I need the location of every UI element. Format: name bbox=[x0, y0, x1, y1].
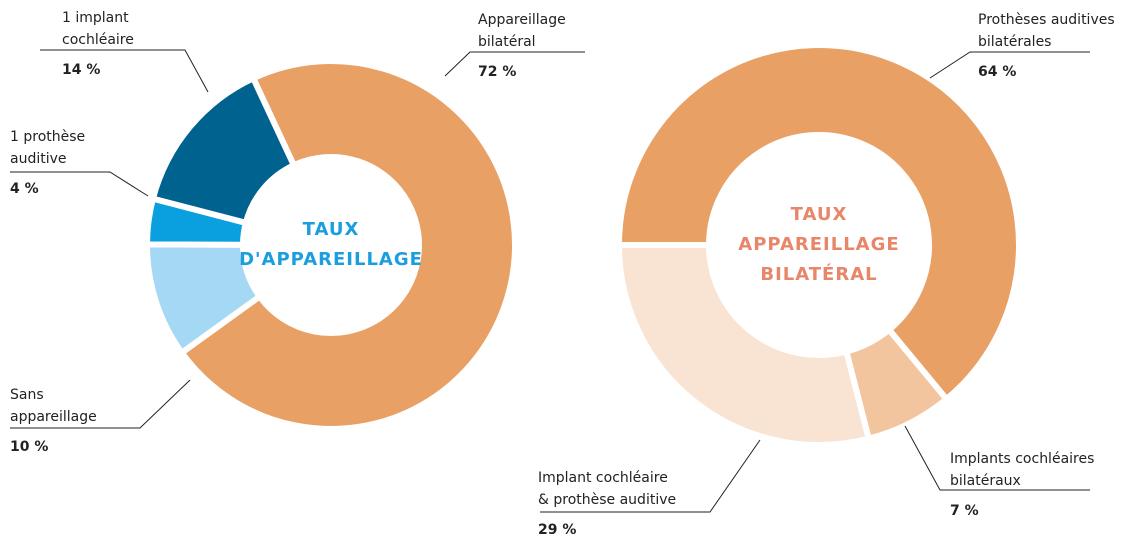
leader-line bbox=[904, 425, 1090, 491]
center-label: TAUX bbox=[303, 219, 360, 240]
segment-label: & prothèse auditive bbox=[538, 492, 676, 508]
segment-label: 1 implant bbox=[62, 10, 129, 26]
segment-label: Implants cochléaires bbox=[950, 451, 1094, 467]
leader-line bbox=[444, 51, 585, 77]
center-label: BILATÉRAL bbox=[760, 263, 877, 285]
leader-line bbox=[10, 379, 191, 429]
center-label: D'APPAREILLAGE bbox=[239, 249, 423, 270]
segment-label: bilatéraux bbox=[950, 473, 1021, 489]
segment-label: Sans bbox=[10, 387, 44, 403]
donut-slice bbox=[177, 58, 518, 432]
center-label: APPAREILLAGE bbox=[738, 234, 899, 255]
value-label: 10 % bbox=[10, 439, 48, 455]
donut-slice bbox=[149, 74, 298, 227]
value-label: 29 % bbox=[538, 522, 576, 535]
segment-label: auditive bbox=[10, 151, 67, 167]
donut-slice bbox=[615, 42, 1022, 404]
leader-line bbox=[540, 439, 761, 513]
value-label: 4 % bbox=[10, 181, 39, 197]
leader-line bbox=[929, 51, 1090, 79]
value-label: 72 % bbox=[478, 64, 516, 80]
segment-label: 1 prothèse bbox=[10, 129, 85, 145]
value-label: 7 % bbox=[950, 503, 979, 519]
segment-label: bilatérales bbox=[978, 34, 1051, 50]
donut-slice bbox=[615, 242, 873, 448]
segment-label: bilatéral bbox=[478, 34, 536, 50]
segment-label: cochléaire bbox=[62, 32, 134, 48]
segment-label: appareillage bbox=[10, 409, 97, 425]
value-label: 64 % bbox=[978, 64, 1016, 80]
segment-label: Appareillage bbox=[478, 12, 566, 28]
segment-label: Implant cochléaire bbox=[538, 470, 668, 486]
leader-line bbox=[40, 49, 209, 93]
segment-label: Prothèses auditives bbox=[978, 12, 1115, 28]
value-label: 14 % bbox=[62, 62, 100, 78]
center-label: TAUX bbox=[791, 204, 848, 225]
leader-line bbox=[10, 171, 149, 197]
